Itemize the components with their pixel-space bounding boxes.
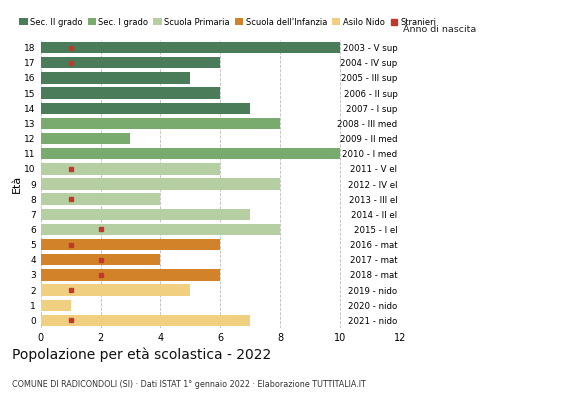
Bar xyxy=(41,209,251,220)
Bar xyxy=(41,254,161,266)
Bar xyxy=(41,148,340,159)
Bar xyxy=(41,57,220,68)
Bar xyxy=(41,72,190,84)
Bar xyxy=(41,87,220,99)
Bar xyxy=(41,194,161,205)
Bar xyxy=(41,133,130,144)
Bar xyxy=(41,300,71,311)
Text: COMUNE DI RADICONDOLI (SI) · Dati ISTAT 1° gennaio 2022 · Elaborazione TUTTITALI: COMUNE DI RADICONDOLI (SI) · Dati ISTAT … xyxy=(12,380,365,389)
Text: Popolazione per età scolastica - 2022: Popolazione per età scolastica - 2022 xyxy=(12,348,271,362)
Bar xyxy=(41,284,190,296)
Text: Anno di nascita: Anno di nascita xyxy=(403,25,476,34)
Legend: Sec. II grado, Sec. I grado, Scuola Primaria, Scuola dell'Infanzia, Asilo Nido, : Sec. II grado, Sec. I grado, Scuola Prim… xyxy=(16,14,440,30)
Bar xyxy=(41,178,280,190)
Bar xyxy=(41,224,280,235)
Bar xyxy=(41,163,220,174)
Bar xyxy=(41,239,220,250)
Bar xyxy=(41,269,220,281)
Bar xyxy=(41,118,280,129)
Bar xyxy=(41,42,340,53)
Y-axis label: Età: Età xyxy=(12,175,21,193)
Bar xyxy=(41,102,251,114)
Bar xyxy=(41,315,251,326)
